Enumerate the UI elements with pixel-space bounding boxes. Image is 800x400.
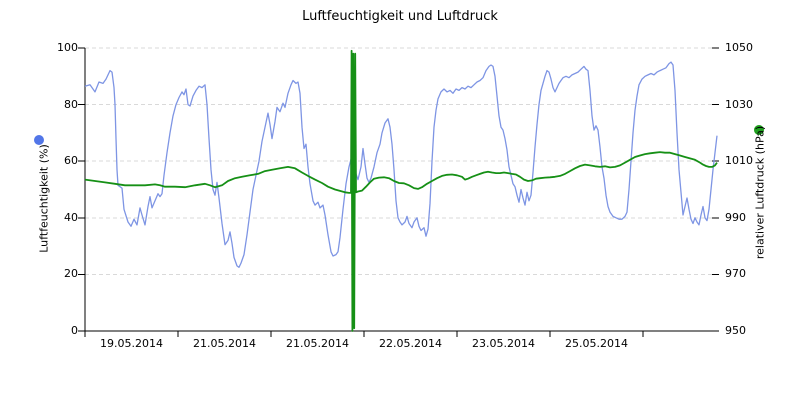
x-tick-label: 23.05.2014 [472,337,535,350]
y-left-tick-label: 20 [64,267,78,281]
y-left-tick-label: 100 [57,41,78,54]
right-axis-title: relativer Luftdruck (hPa) [753,125,767,260]
y-right-tick-label: 1010 [725,154,753,168]
x-tick-label: 21.05.2014 [286,337,349,350]
y-right-tick-label: 990 [725,210,746,224]
pressure-legend-dot-icon [754,125,764,135]
y-left-tick-label: 80 [64,97,78,111]
x-tick-label: 19.05.2014 [100,337,163,350]
x-tick-label: 22.05.2014 [379,337,442,350]
y-right-tick-label: 1050 [725,41,753,54]
y-left-tick-label: 0 [71,324,78,337]
y-right-tick-label: 950 [725,324,746,337]
x-tick-label: 25.05.2014 [565,337,628,350]
pressure-line [84,49,718,332]
y-right-tick-label: 970 [725,267,746,281]
y-left-tick-label: 60 [64,154,78,168]
y-left-tick-label: 40 [64,210,78,224]
chart-title: Luftfeuchtigkeit und Luftdruck [302,9,498,24]
humidity-legend-dot-icon [34,135,44,145]
x-tick-label: 21.05.2014 [193,337,256,350]
y-right-tick-label: 1030 [725,97,753,111]
humidity-line [84,61,718,268]
